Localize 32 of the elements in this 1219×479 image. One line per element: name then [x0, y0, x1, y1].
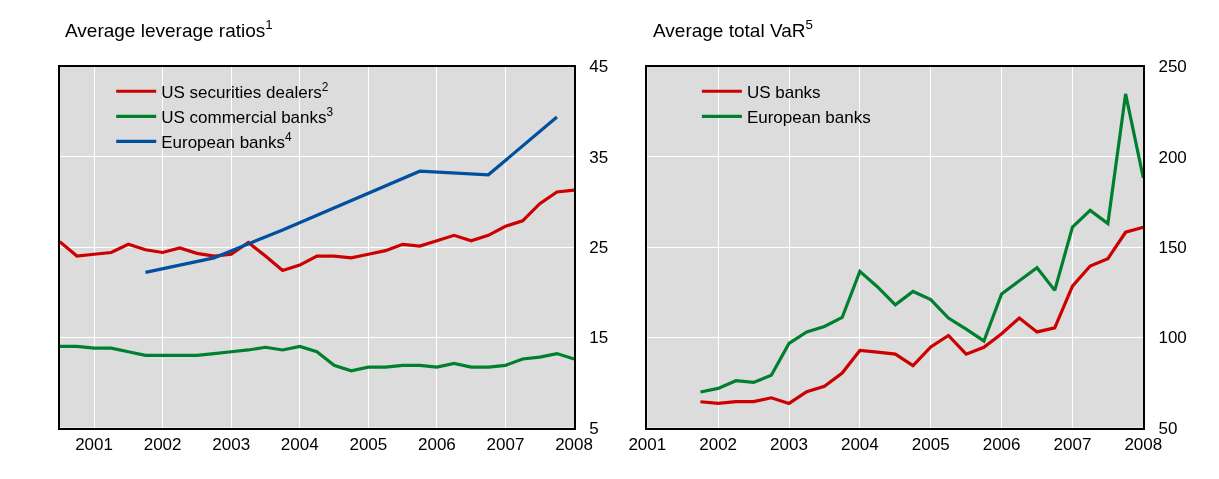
- legend-label: European banks$^{4}$: [161, 129, 293, 153]
- y-tick-label: 35: [589, 147, 609, 167]
- y-tick-label: 45: [589, 57, 609, 77]
- legend-label: US commercial banks$^{3}$: [161, 104, 334, 127]
- x-tick-label: 2002: [143, 434, 182, 454]
- y-tick-label: 15: [589, 328, 609, 348]
- x-tick-label: 2001: [75, 434, 113, 454]
- x-tick-label: 2007: [1053, 434, 1092, 454]
- y-tick-label: 150: [1158, 238, 1187, 257]
- legend-label: US banks: [746, 82, 821, 102]
- x-tick-label: 2006: [418, 434, 456, 454]
- x-tick-label: 2006: [982, 434, 1021, 454]
- x-tick-label: 2005: [349, 434, 388, 454]
- x-tick-label: 2007: [486, 434, 525, 454]
- x-tick-label: 2003: [770, 434, 808, 454]
- y-tick-label: 100: [1158, 328, 1187, 348]
- x-tick-label: 2004: [280, 434, 319, 454]
- y-tick-label: 200: [1158, 147, 1187, 167]
- chart-title: Average leverage ratios$^{1}$: [65, 17, 273, 41]
- chart-title: Average total VaR$^{5}$: [653, 17, 813, 41]
- line-series: [59, 188, 575, 273]
- x-tick-label: 2002: [699, 434, 738, 454]
- y-tick-label: 25: [589, 238, 609, 257]
- legend-label: US securities dealers$^{2}$: [161, 79, 329, 102]
- line-series: [59, 344, 575, 373]
- x-tick-label: 2005: [911, 434, 950, 454]
- x-tick-label: 2003: [212, 434, 251, 454]
- line-series: [698, 225, 1144, 406]
- y-tick-label: 250: [1158, 57, 1187, 77]
- legend-label: European banks: [746, 108, 871, 127]
- x-tick-label: 2004: [840, 434, 879, 454]
- x-tick-label: 2001: [628, 434, 667, 454]
